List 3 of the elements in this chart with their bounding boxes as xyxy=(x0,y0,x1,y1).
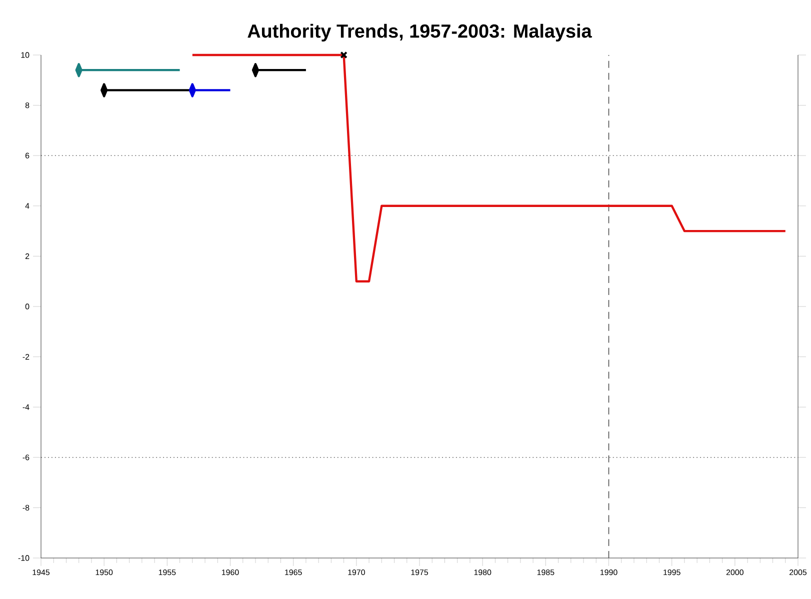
line-series xyxy=(191,54,786,282)
point xyxy=(340,51,348,59)
chart-title: Authority Trends, 1957-2003: Malaysia xyxy=(248,24,592,42)
